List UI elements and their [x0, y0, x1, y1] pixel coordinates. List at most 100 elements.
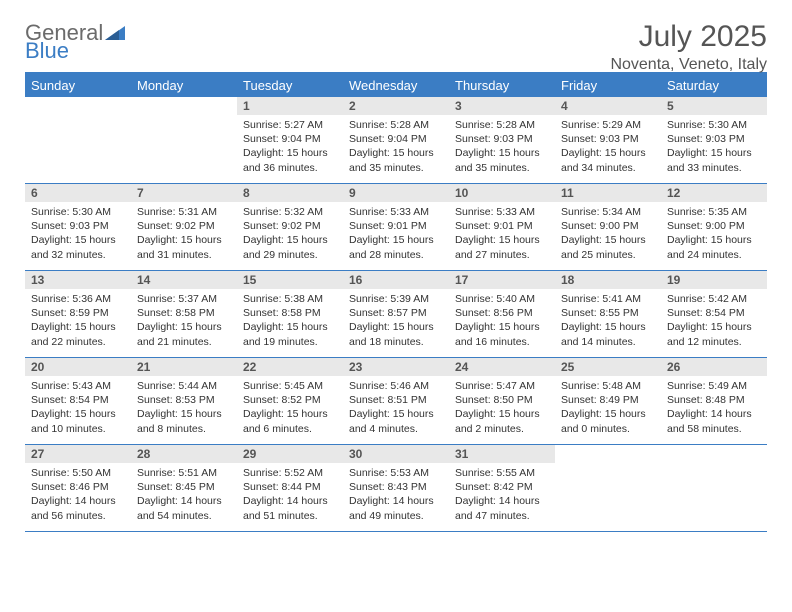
daylight-text-2: and 32 minutes. [31, 248, 125, 262]
daylight-text-2: and 36 minutes. [243, 161, 337, 175]
daylight-text-2: and 54 minutes. [137, 509, 231, 523]
sunrise-text: Sunrise: 5:39 AM [349, 292, 443, 306]
sunrise-text: Sunrise: 5:51 AM [137, 466, 231, 480]
daylight-text-2: and 27 minutes. [455, 248, 549, 262]
calendar-cell: 21Sunrise: 5:44 AMSunset: 8:53 PMDayligh… [131, 358, 237, 445]
calendar-cell: 29Sunrise: 5:52 AMSunset: 8:44 PMDayligh… [237, 445, 343, 532]
daylight-text: Daylight: 14 hours [137, 494, 231, 508]
sunset-text: Sunset: 8:59 PM [31, 306, 125, 320]
calendar-cell: 18Sunrise: 5:41 AMSunset: 8:55 PMDayligh… [555, 271, 661, 358]
daylight-text-2: and 0 minutes. [561, 422, 655, 436]
day-number: 5 [661, 97, 767, 115]
weekday-header: Monday [131, 74, 237, 97]
sunset-text: Sunset: 9:00 PM [561, 219, 655, 233]
sunset-text: Sunset: 9:02 PM [243, 219, 337, 233]
daylight-text: Daylight: 15 hours [455, 233, 549, 247]
sunrise-text: Sunrise: 5:42 AM [667, 292, 761, 306]
sunset-text: Sunset: 9:03 PM [455, 132, 549, 146]
daylight-text: Daylight: 15 hours [137, 320, 231, 334]
daylight-text: Daylight: 15 hours [31, 320, 125, 334]
calendar-cell: 28Sunrise: 5:51 AMSunset: 8:45 PMDayligh… [131, 445, 237, 532]
calendar-cell: 19Sunrise: 5:42 AMSunset: 8:54 PMDayligh… [661, 271, 767, 358]
day-details: Sunrise: 5:29 AMSunset: 9:03 PMDaylight:… [555, 115, 661, 179]
daylight-text-2: and 25 minutes. [561, 248, 655, 262]
day-details: Sunrise: 5:47 AMSunset: 8:50 PMDaylight:… [449, 376, 555, 440]
sunset-text: Sunset: 8:50 PM [455, 393, 549, 407]
sunset-text: Sunset: 9:01 PM [349, 219, 443, 233]
sunset-text: Sunset: 8:44 PM [243, 480, 337, 494]
daylight-text-2: and 4 minutes. [349, 422, 443, 436]
daylight-text: Daylight: 15 hours [243, 233, 337, 247]
day-details: Sunrise: 5:43 AMSunset: 8:54 PMDaylight:… [25, 376, 131, 440]
weekday-header: Saturday [661, 74, 767, 97]
day-number: 3 [449, 97, 555, 115]
sunset-text: Sunset: 8:58 PM [137, 306, 231, 320]
calendar-row: 27Sunrise: 5:50 AMSunset: 8:46 PMDayligh… [25, 445, 767, 532]
day-number: 2 [343, 97, 449, 115]
sunrise-text: Sunrise: 5:45 AM [243, 379, 337, 393]
day-number: 16 [343, 271, 449, 289]
day-details: Sunrise: 5:46 AMSunset: 8:51 PMDaylight:… [343, 376, 449, 440]
day-details: Sunrise: 5:27 AMSunset: 9:04 PMDaylight:… [237, 115, 343, 179]
calendar-cell: 24Sunrise: 5:47 AMSunset: 8:50 PMDayligh… [449, 358, 555, 445]
calendar-cell: 8Sunrise: 5:32 AMSunset: 9:02 PMDaylight… [237, 184, 343, 271]
daylight-text-2: and 24 minutes. [667, 248, 761, 262]
day-details: Sunrise: 5:44 AMSunset: 8:53 PMDaylight:… [131, 376, 237, 440]
daylight-text-2: and 47 minutes. [455, 509, 549, 523]
day-number: 12 [661, 184, 767, 202]
calendar-cell: 22Sunrise: 5:45 AMSunset: 8:52 PMDayligh… [237, 358, 343, 445]
daylight-text: Daylight: 15 hours [561, 233, 655, 247]
day-number: 29 [237, 445, 343, 463]
weekday-header: Friday [555, 74, 661, 97]
sunrise-text: Sunrise: 5:28 AM [455, 118, 549, 132]
day-number: 28 [131, 445, 237, 463]
sunrise-text: Sunrise: 5:52 AM [243, 466, 337, 480]
day-number: 25 [555, 358, 661, 376]
day-details: Sunrise: 5:38 AMSunset: 8:58 PMDaylight:… [237, 289, 343, 353]
day-number: 6 [25, 184, 131, 202]
calendar-row: 6Sunrise: 5:30 AMSunset: 9:03 PMDaylight… [25, 184, 767, 271]
day-number: 26 [661, 358, 767, 376]
sunset-text: Sunset: 8:54 PM [31, 393, 125, 407]
daylight-text: Daylight: 15 hours [561, 407, 655, 421]
calendar-table: Sunday Monday Tuesday Wednesday Thursday… [25, 74, 767, 532]
daylight-text: Daylight: 15 hours [349, 146, 443, 160]
day-number: 9 [343, 184, 449, 202]
daylight-text: Daylight: 15 hours [561, 146, 655, 160]
calendar-cell: 12Sunrise: 5:35 AMSunset: 9:00 PMDayligh… [661, 184, 767, 271]
sunrise-text: Sunrise: 5:37 AM [137, 292, 231, 306]
day-details: Sunrise: 5:45 AMSunset: 8:52 PMDaylight:… [237, 376, 343, 440]
daylight-text-2: and 8 minutes. [137, 422, 231, 436]
calendar-cell: 26Sunrise: 5:49 AMSunset: 8:48 PMDayligh… [661, 358, 767, 445]
daylight-text-2: and 56 minutes. [31, 509, 125, 523]
sunset-text: Sunset: 9:03 PM [667, 132, 761, 146]
day-number: 31 [449, 445, 555, 463]
day-details: Sunrise: 5:28 AMSunset: 9:03 PMDaylight:… [449, 115, 555, 179]
sunset-text: Sunset: 9:00 PM [667, 219, 761, 233]
daylight-text-2: and 16 minutes. [455, 335, 549, 349]
sunrise-text: Sunrise: 5:38 AM [243, 292, 337, 306]
sunset-text: Sunset: 9:01 PM [455, 219, 549, 233]
day-number: 17 [449, 271, 555, 289]
calendar-row: 13Sunrise: 5:36 AMSunset: 8:59 PMDayligh… [25, 271, 767, 358]
calendar-cell: .. [555, 445, 661, 532]
sunrise-text: Sunrise: 5:44 AM [137, 379, 231, 393]
daylight-text: Daylight: 15 hours [243, 407, 337, 421]
calendar-cell: 27Sunrise: 5:50 AMSunset: 8:46 PMDayligh… [25, 445, 131, 532]
daylight-text: Daylight: 15 hours [31, 233, 125, 247]
daylight-text: Daylight: 15 hours [137, 233, 231, 247]
daylight-text-2: and 58 minutes. [667, 422, 761, 436]
calendar-cell: 10Sunrise: 5:33 AMSunset: 9:01 PMDayligh… [449, 184, 555, 271]
sunset-text: Sunset: 8:53 PM [137, 393, 231, 407]
day-details: Sunrise: 5:34 AMSunset: 9:00 PMDaylight:… [555, 202, 661, 266]
sunset-text: Sunset: 8:46 PM [31, 480, 125, 494]
day-details: Sunrise: 5:41 AMSunset: 8:55 PMDaylight:… [555, 289, 661, 353]
daylight-text: Daylight: 15 hours [349, 233, 443, 247]
calendar-cell: 3Sunrise: 5:28 AMSunset: 9:03 PMDaylight… [449, 97, 555, 184]
sunrise-text: Sunrise: 5:53 AM [349, 466, 443, 480]
sunrise-text: Sunrise: 5:33 AM [349, 205, 443, 219]
day-details: Sunrise: 5:36 AMSunset: 8:59 PMDaylight:… [25, 289, 131, 353]
calendar-cell: 23Sunrise: 5:46 AMSunset: 8:51 PMDayligh… [343, 358, 449, 445]
sunset-text: Sunset: 9:04 PM [243, 132, 337, 146]
daylight-text-2: and 29 minutes. [243, 248, 337, 262]
